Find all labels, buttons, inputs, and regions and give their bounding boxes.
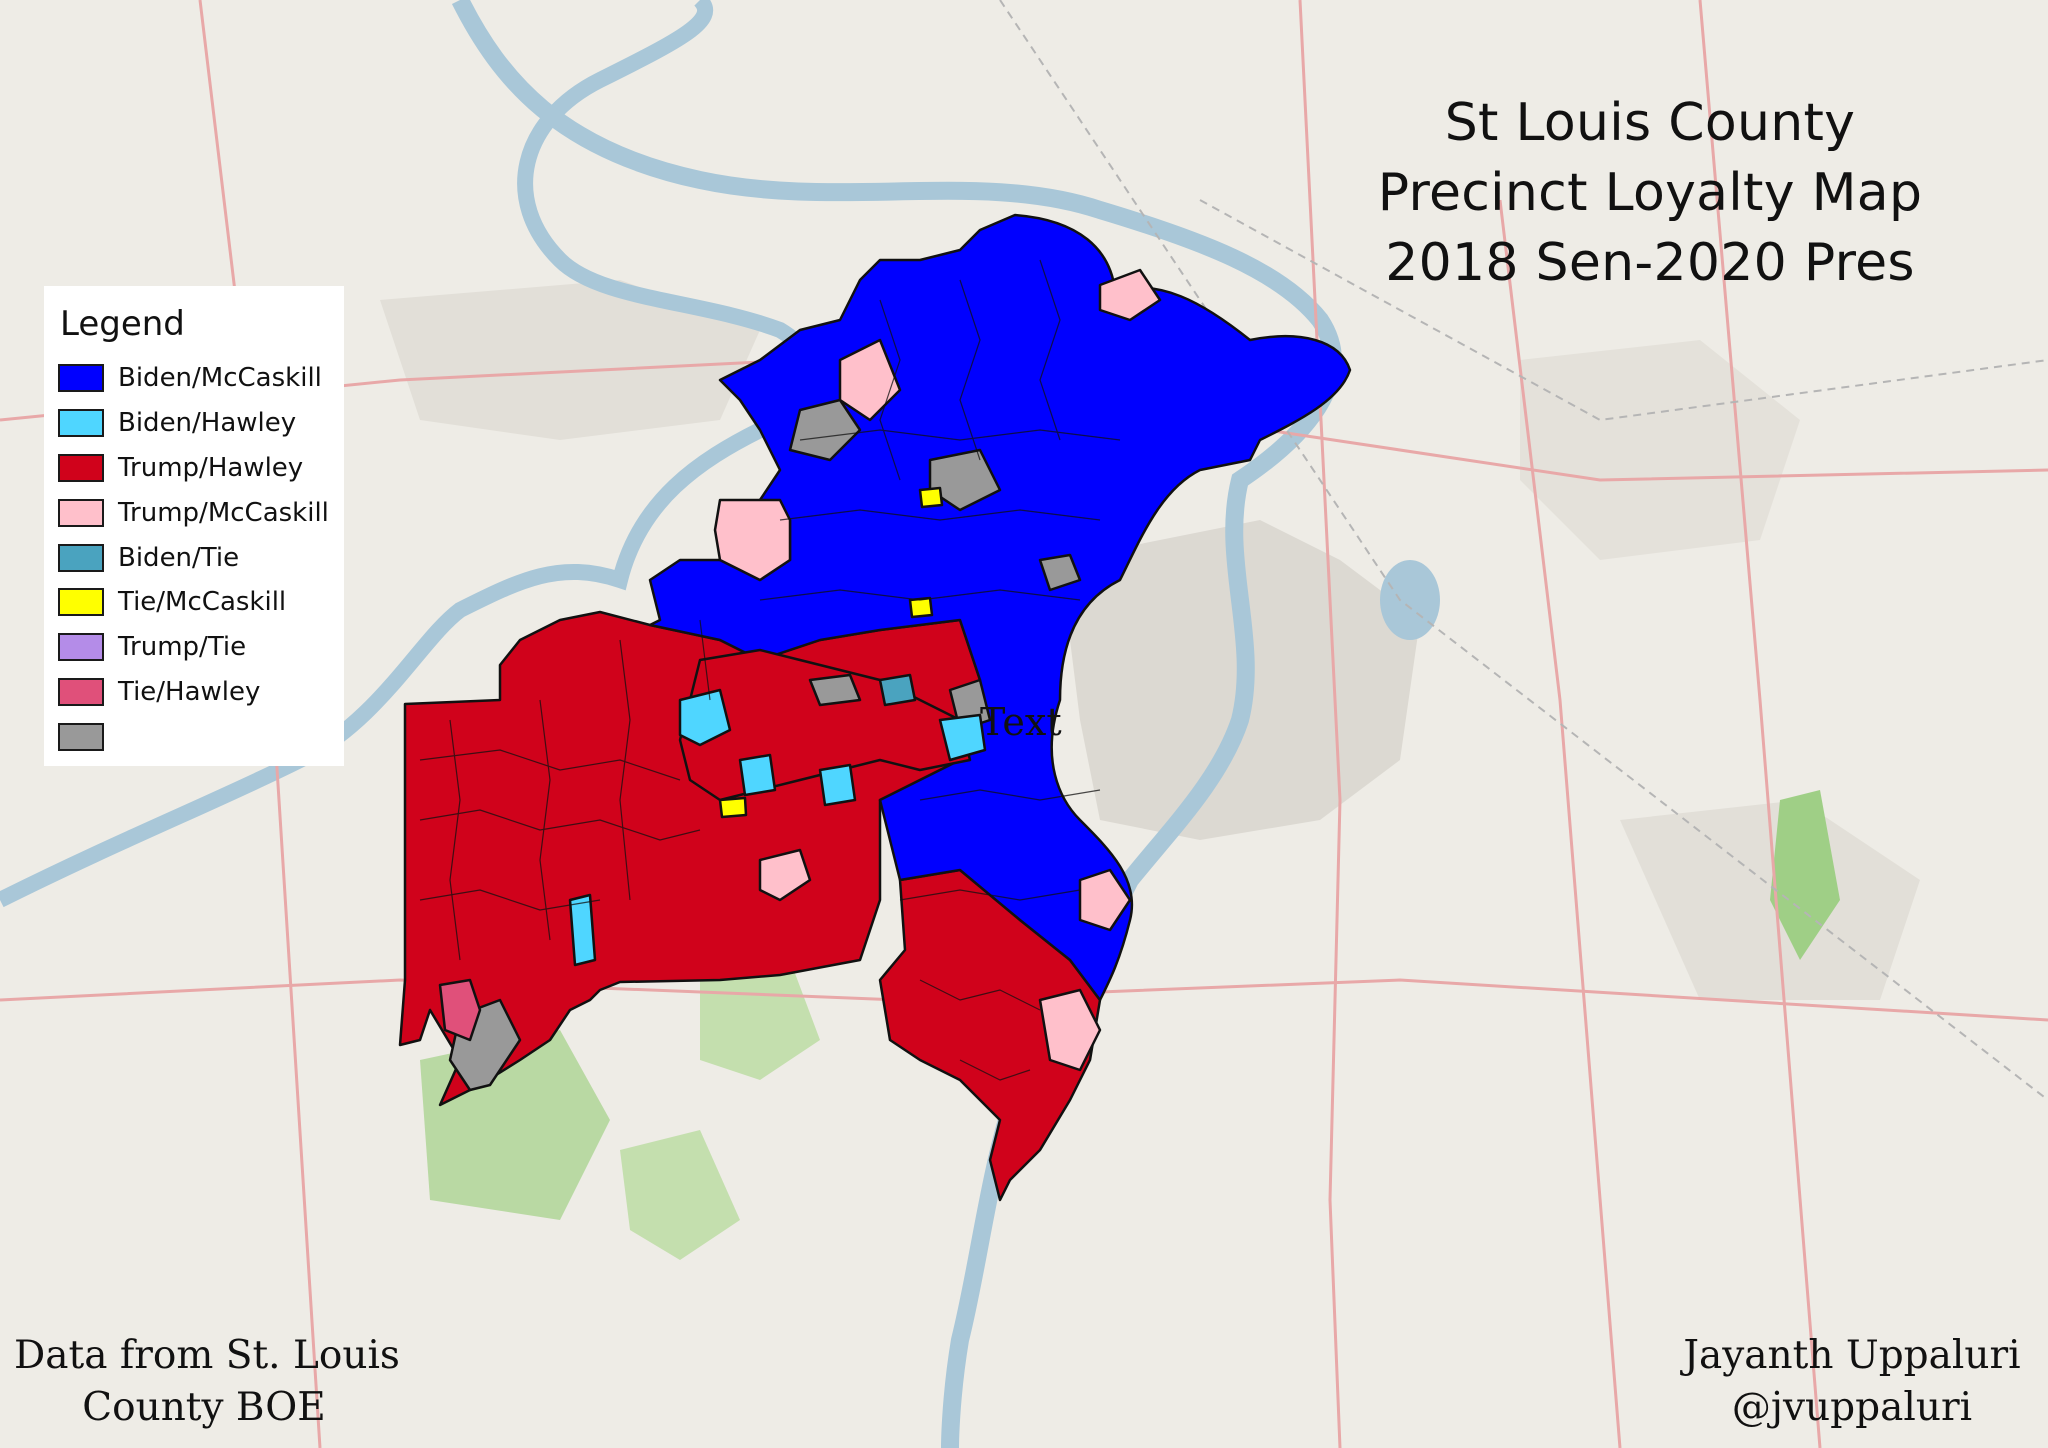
legend-item: Trump/Tie xyxy=(58,625,344,670)
precinct-teal-1 xyxy=(878,673,917,707)
park-south-center xyxy=(700,960,820,1080)
precinct-lightblue-2 xyxy=(938,713,987,762)
legend: Legend Biden/McCaskill Biden/Hawley Trump/… xyxy=(44,286,344,766)
county-precincts xyxy=(398,213,1352,1202)
legend-swatch xyxy=(58,633,104,662)
legend-item: Tie/Hawley xyxy=(58,670,344,715)
title-line-2: Precinct Loyalty Map xyxy=(1377,163,1923,223)
precinct-yellow-1 xyxy=(918,486,944,509)
legend-swatch xyxy=(58,498,104,527)
author-handle: @jvuppaluri xyxy=(1731,1385,1973,1430)
legend-item: Trump/Hawley xyxy=(58,446,344,491)
urban-area-illinois xyxy=(1520,340,1800,560)
legend-label: Biden/McCaskill xyxy=(118,363,322,394)
legend-label: Tie/McCaskill xyxy=(118,587,287,618)
precinct-pink-northwest xyxy=(713,498,792,582)
legend-item xyxy=(58,714,344,759)
legend-item: Trump/McCaskill xyxy=(58,490,344,535)
precinct-lightblue-5 xyxy=(818,763,857,807)
data-source-credit: Data from St. Louis County BOE xyxy=(14,1330,400,1434)
legend-item: Biden/McCaskill xyxy=(58,356,344,401)
data-source-line-1: Data from St. Louis xyxy=(14,1333,400,1378)
legend-swatch xyxy=(58,588,104,617)
legend-label: Trump/Tie xyxy=(118,632,247,663)
urban-area-stcharles xyxy=(380,280,760,440)
legend-label: Biden/Tie xyxy=(118,542,240,573)
author-name: Jayanth Uppaluri xyxy=(1683,1333,2021,1378)
precinct-yellow-2 xyxy=(718,796,748,819)
legend-label: Trump/McCaskill xyxy=(118,497,329,528)
legend-label: Trump/Hawley xyxy=(118,452,304,483)
precinct-boundaries xyxy=(419,259,1121,1081)
legend-swatch xyxy=(58,364,104,393)
legend-items: Biden/McCaskill Biden/Hawley Trump/Hawley T… xyxy=(58,356,344,759)
legend-label: Tie/Hawley xyxy=(118,676,261,707)
precinct-pink-northeast xyxy=(1098,268,1162,322)
legend-swatch xyxy=(58,409,104,438)
park-southwest xyxy=(620,1130,740,1260)
precinct-gray-east xyxy=(1038,553,1082,592)
data-source-line-2: County BOE xyxy=(82,1385,326,1430)
legend-swatch xyxy=(58,543,104,572)
precinct-tie-hawley-1 xyxy=(438,978,482,1042)
rail-lines xyxy=(999,0,2048,1101)
legend-item: Biden/Tie xyxy=(58,535,344,580)
precinct-gray-north-1 xyxy=(788,398,862,462)
precinct-gray-north-2 xyxy=(928,448,1002,512)
legend-label: Biden/Hawley xyxy=(118,408,297,439)
precinct-lightblue-4 xyxy=(738,753,777,797)
precinct-pink-southeast-2 xyxy=(1038,988,1102,1072)
lake-horseshoe xyxy=(1380,560,1440,640)
precinct-pink-center xyxy=(758,848,812,902)
map-overlay-label: Text xyxy=(980,700,1062,744)
precinct-lightblue-1 xyxy=(678,688,732,747)
legend-title: Legend xyxy=(60,304,185,344)
map-title: St Louis County Precinct Loyalty Map 201… xyxy=(1330,88,1970,298)
legend-item: Tie/McCaskill xyxy=(58,580,344,625)
legend-swatch xyxy=(58,722,104,751)
park-east xyxy=(1770,790,1840,960)
legend-item: Biden/Hawley xyxy=(58,401,344,446)
legend-swatch xyxy=(58,453,104,482)
title-line-1: St Louis County xyxy=(1444,93,1856,153)
precinct-lightblue-3 xyxy=(568,893,597,967)
author-credit: Jayanth Uppaluri @jvuppaluri xyxy=(1672,1330,2032,1434)
precinct-yellow-3 xyxy=(908,596,934,619)
precinct-gray-mid xyxy=(808,673,862,707)
title-line-3: 2018 Sen-2020 Pres xyxy=(1385,233,1915,293)
legend-swatch xyxy=(58,677,104,706)
precinct-pink-southeast-1 xyxy=(1078,868,1132,932)
